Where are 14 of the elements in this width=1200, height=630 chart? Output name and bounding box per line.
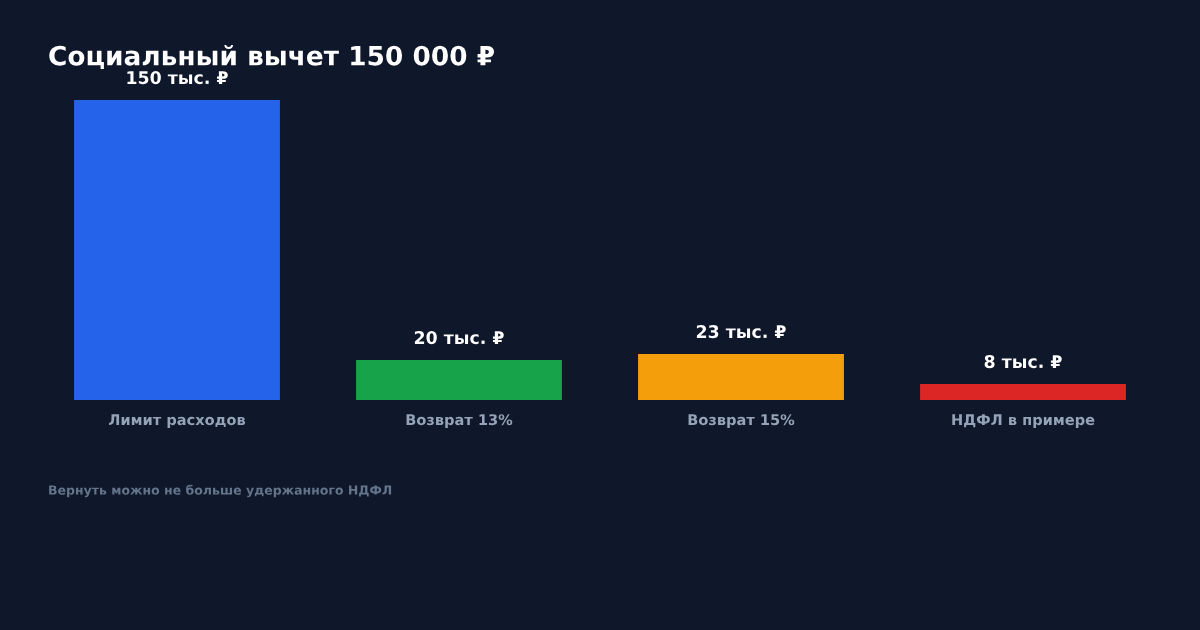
data-label: 8 тыс. ₽ — [984, 355, 1062, 369]
data-label: 150 тыс. ₽ — [127, 71, 228, 85]
bar — [920, 384, 1126, 400]
x-tick-label: НДФЛ в примере — [952, 414, 1095, 428]
text: Вернуть можно не больше удержанного НДФЛ — [49, 484, 392, 498]
x-tick-label: Возврат 13% — [406, 414, 513, 428]
chart-title: Социальный вычет 150 000 ₽ — [49, 45, 495, 69]
bar — [638, 354, 844, 400]
data-label: 20 тыс. ₽ — [414, 331, 504, 345]
x-tick-label: Возврат 15% — [688, 414, 795, 428]
x-tick-label: Лимит расходов — [108, 414, 246, 428]
bar — [74, 100, 280, 400]
bar — [356, 360, 562, 400]
data-label: 23 тыс. ₽ — [696, 325, 786, 339]
